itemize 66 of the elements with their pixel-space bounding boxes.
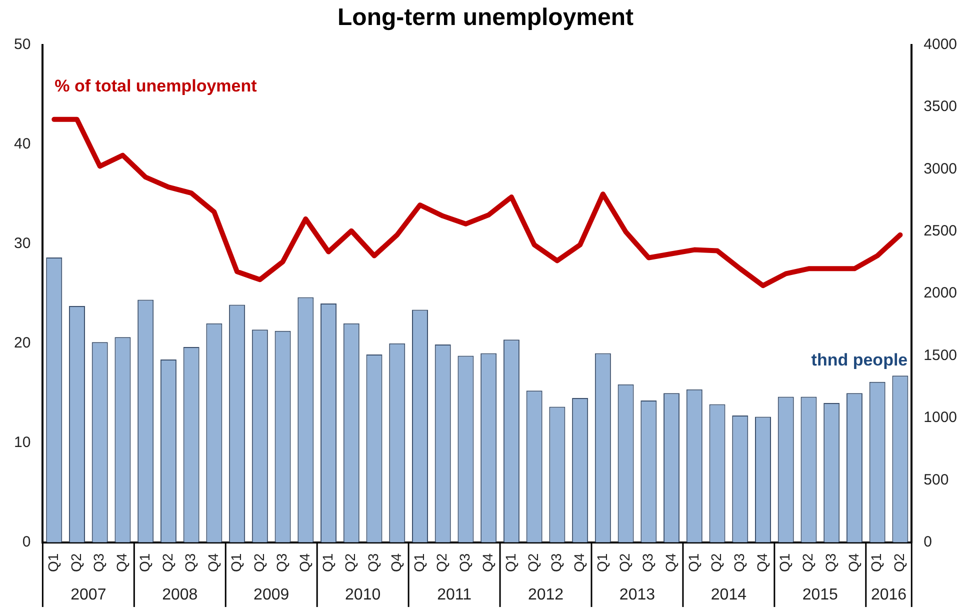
x-tick-label: Q2 xyxy=(800,553,816,572)
y-tick-label: 20 xyxy=(14,334,31,352)
x-tick-label: Q4 xyxy=(754,553,770,572)
x-tick-label: Q1 xyxy=(776,553,793,572)
text: 2010 xyxy=(345,586,381,604)
x-tick-label: Q4 xyxy=(296,553,313,572)
x-tick-label: Q2 xyxy=(68,553,84,572)
y2-tick-label: 0 xyxy=(924,533,932,550)
y2-tick-label: 1500 xyxy=(924,346,958,364)
text: 2012 xyxy=(528,586,564,604)
x-tick-label: Q2 xyxy=(250,553,267,572)
x-tick-label: Q1 xyxy=(868,553,884,572)
x-tick-label: Q3 xyxy=(640,553,656,572)
x-tick-label: Q4 xyxy=(205,553,222,572)
x-tick-label: Q3 xyxy=(456,553,473,572)
text: 2011 xyxy=(437,586,472,604)
text: 2015 xyxy=(802,586,838,604)
text: 2016 xyxy=(870,586,907,604)
text: 2008 xyxy=(162,586,198,604)
x-tick-label: Q2 xyxy=(342,553,358,572)
x-tick-label: Q1 xyxy=(594,553,610,572)
y2-tick-label: 500 xyxy=(924,471,949,488)
y2-tick-label: 3500 xyxy=(924,98,958,116)
text: 2013 xyxy=(619,586,656,604)
y-tick-label: 30 xyxy=(14,234,31,252)
x-tick-label: Q2 xyxy=(616,553,633,572)
x-tick-label: Q2 xyxy=(708,553,724,572)
text: 2007 xyxy=(70,586,106,604)
x-tick-label: Q3 xyxy=(822,553,838,572)
y-tick-label: 10 xyxy=(14,434,31,451)
x-tick-label: Q3 xyxy=(274,553,290,572)
x-tick-label: Q4 xyxy=(570,553,587,572)
y2-tick-label: 1000 xyxy=(924,409,958,426)
y2-tick-label: 4000 xyxy=(924,36,958,53)
x-tick-label: Q2 xyxy=(434,553,450,572)
x-tick-label: Q1 xyxy=(685,553,702,572)
x-tick-label: Q3 xyxy=(548,553,564,572)
x-tick-label: Q4 xyxy=(479,553,496,572)
y-tick-label: 50 xyxy=(14,36,31,53)
x-tick-label: Q3 xyxy=(730,553,747,572)
x-tick-label: Q4 xyxy=(845,553,862,572)
x-tick-label: Q1 xyxy=(228,553,244,572)
text: 2014 xyxy=(710,586,747,604)
text: 2009 xyxy=(254,586,290,604)
x-tick-label: Q3 xyxy=(90,553,107,572)
y2-tick-label: 3000 xyxy=(924,160,958,178)
y2-tick-label: 2000 xyxy=(924,284,958,302)
chart-title: Long-term unemployment xyxy=(337,4,634,32)
x-tick-label: Q1 xyxy=(502,553,518,572)
x-tick-label: Q4 xyxy=(114,553,130,572)
y-tick-label: 40 xyxy=(14,135,31,152)
x-tick-label: Q2 xyxy=(159,553,176,572)
x-tick-label: Q4 xyxy=(388,553,404,572)
x-tick-label: Q3 xyxy=(365,553,382,572)
x-tick-label: Q1 xyxy=(319,553,336,572)
x-tick-label: Q1 xyxy=(44,553,61,572)
x-tick-label: Q1 xyxy=(136,553,152,572)
y-tick-label: 0 xyxy=(22,533,31,550)
series-label: thnd people xyxy=(811,350,908,370)
y2-tick-label: 2500 xyxy=(924,222,958,240)
x-tick-label: Q4 xyxy=(662,553,678,572)
x-tick-label: Q2 xyxy=(891,553,908,572)
x-tick-label: Q2 xyxy=(525,553,542,572)
x-tick-label: Q1 xyxy=(410,553,427,572)
x-tick-label: Q3 xyxy=(182,553,198,572)
series-label: % of total unemployment xyxy=(54,76,258,96)
